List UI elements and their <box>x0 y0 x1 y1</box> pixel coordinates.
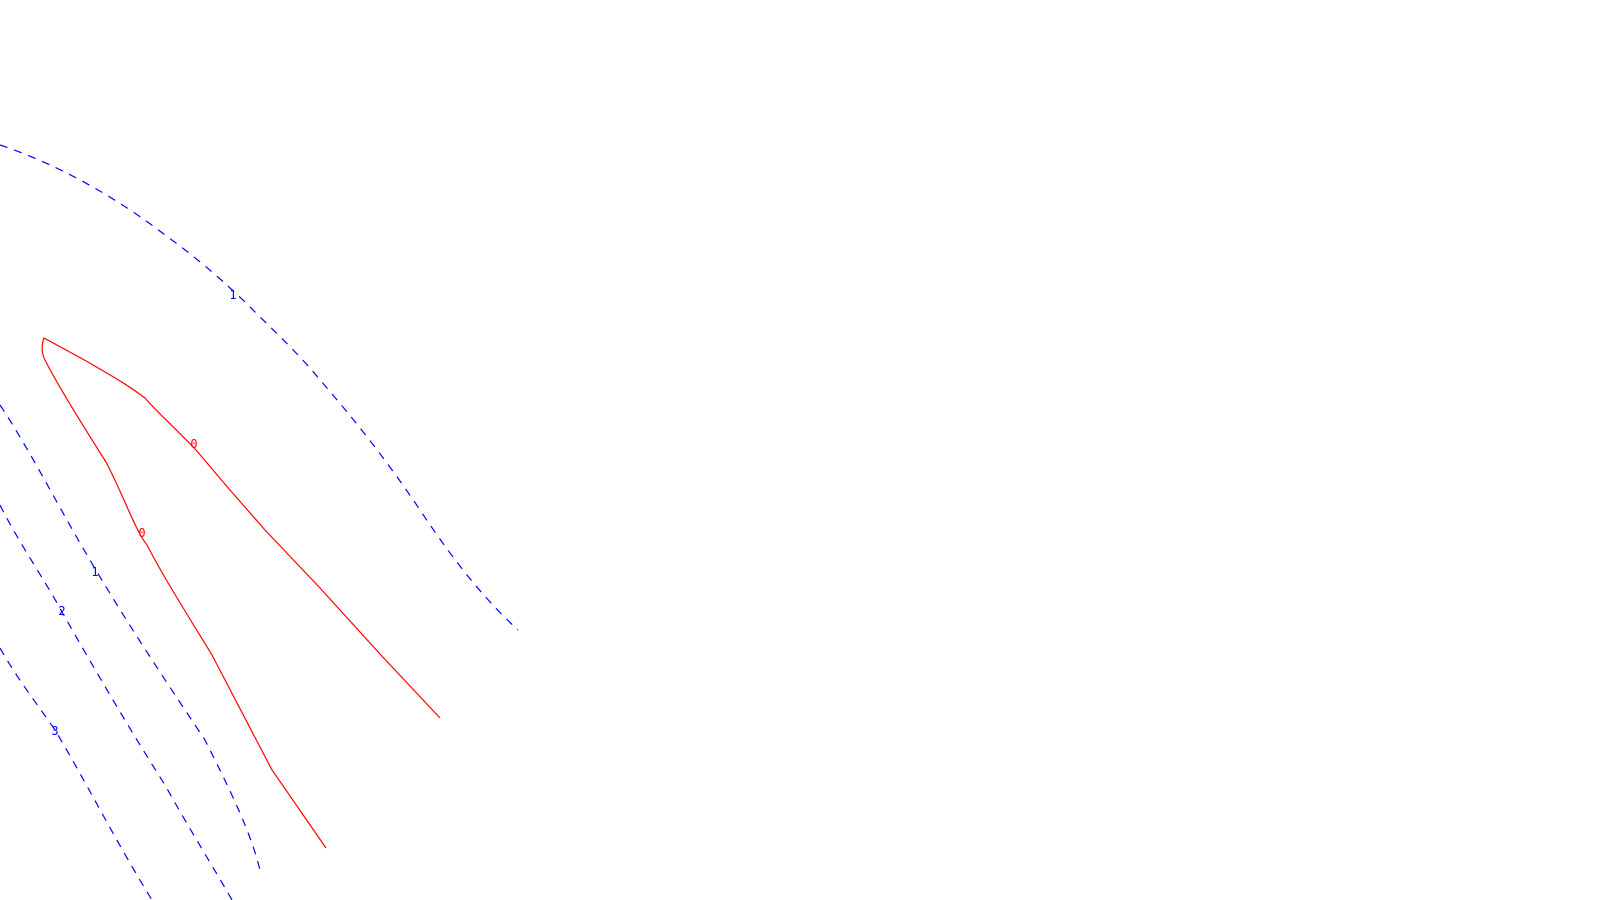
contour-1-lower-label: 1 <box>91 565 98 579</box>
contour-0-label-upper: 0 <box>190 437 197 451</box>
contour-2-label: 2 <box>58 604 65 618</box>
contour-3-label: 3 <box>51 724 58 738</box>
contour-3-line <box>0 647 153 900</box>
contour-1-upper: 1 <box>0 144 519 631</box>
contour-0-label-lower: 0 <box>138 526 145 540</box>
contour-1-upper-label: 1 <box>229 288 236 302</box>
contour-2: 2 <box>0 504 233 900</box>
contour-2-line <box>0 504 233 900</box>
contour-0-line <box>41 337 441 849</box>
contour-1-upper-line <box>0 144 519 631</box>
contour-1-lower-line <box>0 404 261 871</box>
contour-3: 3 <box>0 647 153 900</box>
contour-0-loop: 0 0 <box>41 337 441 849</box>
contour-1-lower: 1 <box>0 404 261 871</box>
